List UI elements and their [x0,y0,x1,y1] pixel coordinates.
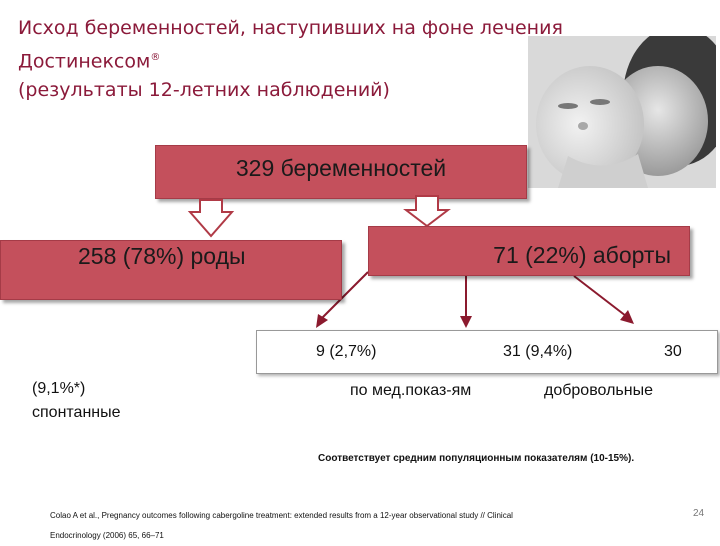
arrow-to-births [187,199,235,238]
total-pregnancies-label: 329 беременностей [235,154,447,181]
births-box: 258 (78%) роды [0,240,342,300]
title-line-3: (результаты 12-летних наблюдений) [18,79,390,102]
abortions-label: 71 (22%) аборты [493,241,671,268]
slide-title: Исход беременностей, наступивших на фоне… [18,14,563,105]
spontaneous-label: спонтанные [32,404,121,421]
title-line-2: Достинексом® [18,43,538,76]
arrowhead-medical [316,314,328,328]
spontaneous-percent: (9,1%*) [32,380,86,397]
mother-breastfeeding-baby-photo [528,36,716,188]
page-number: 24 [693,508,705,519]
citation-line-2: Endocrinology (2006) 65, 66–71 [50,531,164,540]
breakdown-value-3: 30 [664,343,682,360]
arrowhead-third [620,310,634,324]
branch-line-third [573,275,627,317]
citation: Colao A et al., Pregnancy outcomes follo… [50,506,690,546]
breakdown-value-2: 31 (9,4%) [503,343,573,360]
voluntary-label: добровольные [544,382,653,399]
registered-mark: ® [150,52,161,63]
abortions-box: 71 (22%) аборты [368,226,690,276]
births-label: 258 (78%) роды [78,242,246,269]
title-line-1: Исход беременностей, наступивших на фоне… [18,17,563,39]
population-footnote: Соответствует средним популяционным пока… [318,453,635,464]
medical-indication-label: по мед.показ-ям [350,382,472,399]
drug-name: Достинексом [18,50,151,73]
breakdown-value-1: 9 (2,7%) [316,343,377,360]
total-pregnancies-box: 329 беременностей [155,145,527,199]
arrow-to-abortions [403,195,451,228]
branch-line-medical [321,271,369,319]
abortion-breakdown-row [256,330,718,374]
arrowhead-voluntary [460,316,472,328]
citation-line-1: Colao A et al., Pregnancy outcomes follo… [50,511,513,520]
